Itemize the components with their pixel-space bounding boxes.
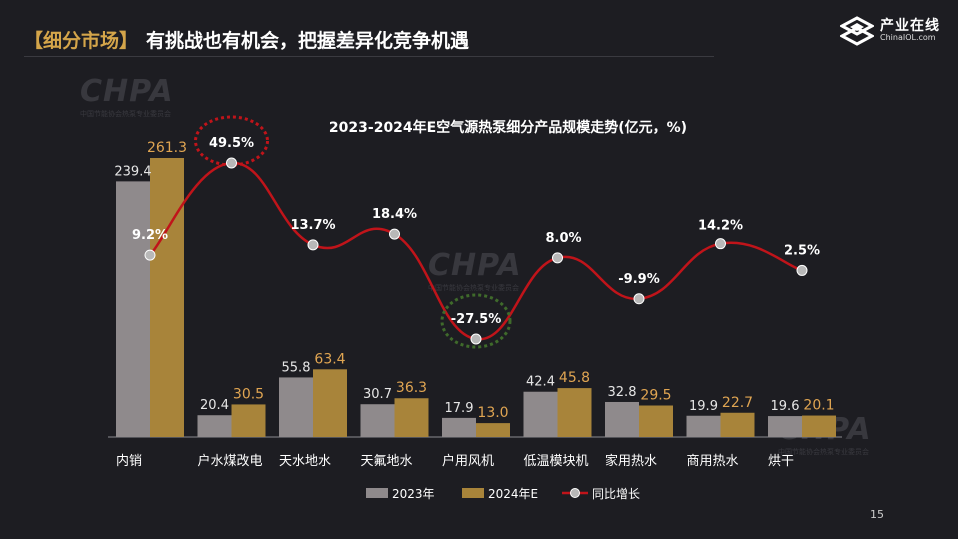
bar-2023 bbox=[116, 181, 150, 437]
value-label-2023: 42.4 bbox=[526, 375, 555, 390]
category-label: 低温模块机 bbox=[524, 454, 589, 469]
growth-label: 18.4% bbox=[372, 207, 417, 222]
bar-2023 bbox=[197, 415, 232, 437]
category-label: 户用风机 bbox=[442, 453, 494, 469]
bar-2024e bbox=[802, 415, 836, 437]
value-label-2024e: 261.3 bbox=[147, 140, 187, 156]
page-title: 有挑战也有机会，把握差异化竞争机遇 bbox=[146, 29, 470, 52]
growth-label: 2.5% bbox=[784, 243, 820, 258]
bar-2023 bbox=[442, 417, 476, 437]
bar-2024e bbox=[476, 423, 510, 437]
value-label-2023: 55.8 bbox=[282, 360, 311, 375]
value-label-2023: 19.6 bbox=[771, 399, 800, 414]
bar-2024e bbox=[394, 398, 429, 437]
page-header: 【细分市场】 有挑战也有机会，把握差异化竞争机遇 bbox=[24, 22, 469, 56]
category-label: 内销 bbox=[116, 453, 142, 469]
category-label: 家用热水 bbox=[605, 453, 657, 469]
max-highlight-ring bbox=[194, 115, 269, 167]
bar-2024e bbox=[231, 404, 266, 437]
value-label-2023: 239.4 bbox=[114, 164, 151, 179]
growth-point bbox=[389, 228, 400, 240]
bar-2023 bbox=[605, 401, 639, 437]
growth-point bbox=[144, 249, 156, 261]
value-label-2023: 30.7 bbox=[363, 387, 392, 402]
value-label-2024e: 13.0 bbox=[477, 405, 508, 421]
category-label: 天水地水 bbox=[279, 454, 331, 469]
value-label-2023: 17.9 bbox=[445, 401, 474, 416]
min-highlight-ring bbox=[440, 293, 512, 349]
page-number: 15 bbox=[870, 508, 884, 521]
value-label-2024e: 29.5 bbox=[640, 388, 671, 404]
growth-line bbox=[149, 161, 803, 341]
category-label: 户水煤改电 bbox=[198, 453, 263, 469]
growth-label: 9.2% bbox=[132, 228, 168, 243]
bar-2023 bbox=[279, 377, 313, 437]
value-label-2023: 32.8 bbox=[608, 385, 637, 400]
logo-en-text: ChinaIOL.com bbox=[880, 33, 936, 43]
legend-label-2024e: 2024年E bbox=[488, 487, 538, 501]
bar-2024e bbox=[150, 158, 184, 437]
bar-2024e bbox=[720, 412, 755, 437]
growth-label: 13.7% bbox=[290, 218, 335, 233]
growth-point bbox=[552, 252, 563, 264]
legend-swatch-2023 bbox=[366, 488, 388, 498]
section-tag: 【细分市场】 bbox=[24, 29, 139, 52]
category-label: 商用热水 bbox=[687, 454, 739, 469]
value-label-2024e: 20.1 bbox=[803, 398, 834, 414]
value-label-2024e: 22.7 bbox=[722, 395, 753, 411]
header-divider bbox=[24, 56, 714, 57]
bar-2024e bbox=[313, 369, 347, 437]
value-label-2024e: 30.5 bbox=[233, 386, 264, 402]
growth-label: -27.5% bbox=[451, 312, 502, 327]
growth-label: -9.9% bbox=[618, 272, 659, 287]
bar-2023 bbox=[523, 391, 558, 437]
category-label: 天氟地水 bbox=[361, 454, 413, 469]
chart-title: 2023-2024年E空气源热泵细分产品规模走势(亿元，%) bbox=[329, 119, 687, 136]
value-label-2023: 20.4 bbox=[200, 398, 229, 413]
value-label-2024e: 36.3 bbox=[396, 380, 427, 396]
legend-label-2023: 2023年 bbox=[392, 487, 435, 501]
bar-2023 bbox=[686, 415, 721, 437]
bar-2023 bbox=[360, 404, 395, 437]
value-label-2024e: 45.8 bbox=[559, 370, 590, 386]
growth-point bbox=[470, 333, 482, 345]
legend-swatch-2024e bbox=[462, 488, 484, 498]
growth-label: 8.0% bbox=[545, 231, 581, 246]
legend-marker-growth bbox=[570, 488, 580, 498]
growth-point bbox=[715, 238, 726, 250]
bar-2024e bbox=[557, 388, 592, 437]
brand-logo: 产业在线 ChinaIOL.com bbox=[840, 16, 940, 46]
bar-2024e bbox=[639, 405, 673, 437]
growth-point bbox=[633, 293, 645, 305]
legend-label-growth: 同比增长 bbox=[592, 487, 640, 501]
chart-legend: 2023年 2024年E 同比增长 bbox=[366, 487, 640, 501]
category-label: 烘干 bbox=[768, 454, 794, 469]
growth-label: 14.2% bbox=[698, 219, 743, 234]
value-label-2024e: 63.4 bbox=[314, 351, 345, 367]
bar-2023 bbox=[768, 416, 802, 437]
chinaiol-logo-icon bbox=[840, 16, 874, 46]
growth-point bbox=[796, 264, 808, 276]
logo-cn-text: 产业在线 bbox=[880, 17, 940, 34]
growth-label: 49.5% bbox=[209, 136, 254, 151]
growth-point bbox=[307, 239, 319, 251]
value-label-2023: 19.9 bbox=[689, 399, 718, 414]
growth-point bbox=[226, 157, 237, 169]
